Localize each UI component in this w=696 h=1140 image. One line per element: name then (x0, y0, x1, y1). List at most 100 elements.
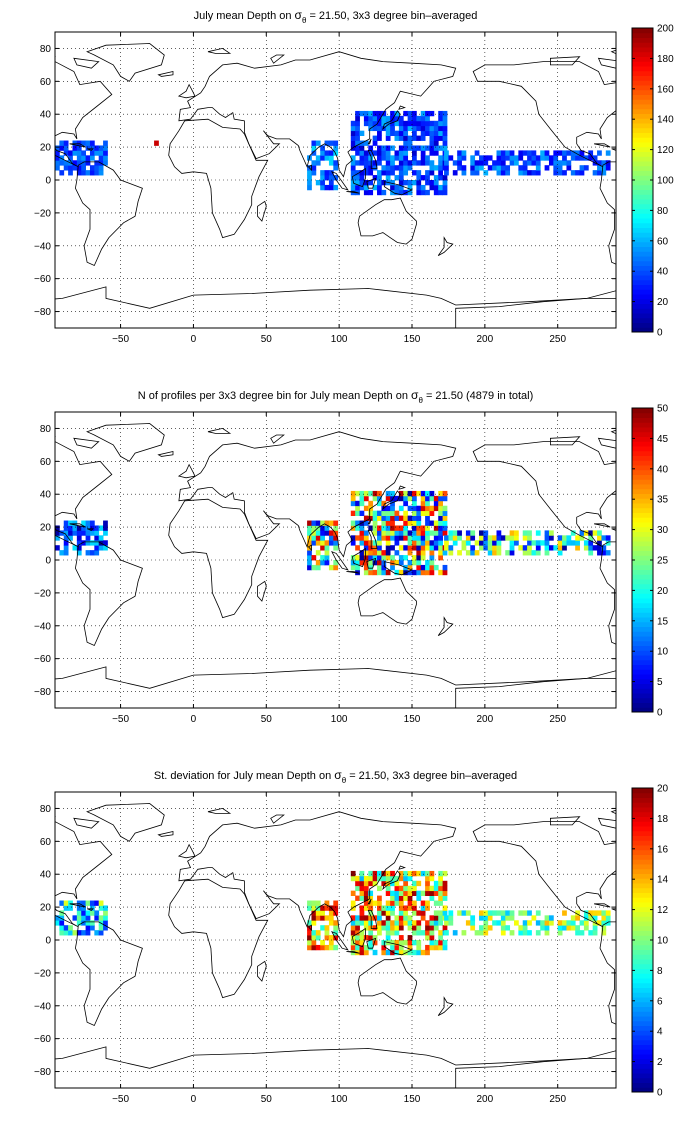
bin-cell (433, 495, 439, 502)
bin-cell (438, 184, 443, 191)
bin-cell (429, 564, 435, 571)
bin-cell (368, 905, 374, 911)
bin-cell (355, 560, 360, 566)
bin-cell (479, 930, 484, 936)
bin-cell (363, 560, 369, 566)
bin-cell (429, 555, 435, 561)
bin-cell (377, 925, 382, 931)
bin-cell (381, 170, 387, 176)
bin-cell (63, 150, 69, 156)
colorbar-swatch (632, 460, 653, 466)
coastline (73, 57, 100, 69)
bin-cell (416, 870, 422, 877)
bin-cell (363, 920, 369, 926)
bin-cell (425, 155, 430, 161)
bin-cell (333, 145, 339, 151)
bin-cell (381, 910, 387, 916)
bin-cell (407, 115, 413, 122)
coastline (472, 821, 616, 928)
bin-cell (605, 535, 611, 541)
bin-cell (442, 184, 448, 191)
bin-cell (557, 920, 563, 926)
bin-cell (425, 920, 430, 926)
bin-cell (398, 935, 404, 941)
colorbar-tick-label: 60 (657, 236, 669, 247)
bin-cell (385, 885, 391, 892)
coastline (550, 56, 581, 66)
bin-cell (68, 165, 73, 171)
bin-cell (438, 910, 443, 916)
bin-cell (483, 910, 489, 916)
coastline (455, 1050, 616, 1088)
bin-cell (544, 550, 550, 556)
bin-cell (425, 110, 430, 117)
bin-cell (385, 135, 391, 141)
coastline (270, 54, 285, 64)
coastline (367, 138, 372, 145)
bin-cell (566, 920, 572, 926)
bin-cell (59, 930, 65, 936)
colorbar-tick-label: 80 (657, 206, 669, 217)
bin-cell (479, 915, 484, 921)
bin-cell (68, 900, 73, 906)
bin-cell (412, 155, 417, 161)
bin-cell (407, 545, 413, 551)
bin-cell (562, 160, 567, 166)
coastline (383, 181, 414, 196)
bin-cell (359, 525, 365, 531)
bin-cell (385, 150, 391, 156)
bin-cell (355, 184, 360, 191)
bin-cell (579, 155, 585, 161)
colorbar-swatch (632, 892, 653, 898)
bin-cell (390, 490, 395, 497)
bin-cell (433, 885, 439, 892)
bin-cell (363, 949, 369, 956)
bin-cell (359, 944, 365, 951)
bin-cell (328, 564, 334, 571)
bin-cell (474, 930, 480, 936)
bin-cell (429, 145, 435, 151)
bin-cell (368, 550, 374, 556)
bin-cell (350, 140, 356, 146)
bin-cell (416, 135, 422, 141)
bin-cell (487, 925, 493, 931)
bin-cell (355, 875, 360, 882)
bin-cell (420, 555, 426, 561)
bin-cell (403, 940, 409, 946)
bin-cell (359, 555, 365, 561)
colorbar-swatch (632, 1035, 653, 1041)
bin-cell (398, 180, 404, 186)
bin-cell (487, 535, 493, 541)
bin-cell (390, 170, 395, 176)
bin-cell (385, 175, 391, 181)
bin-cell (94, 540, 100, 546)
colorbar-swatch (632, 878, 653, 884)
bin-cell (359, 160, 365, 166)
colorbar-swatch (632, 32, 653, 38)
bin-cell (442, 944, 448, 951)
bin-cell (381, 880, 387, 887)
bin-cell (363, 555, 369, 561)
bin-cell (492, 545, 497, 551)
bin-cell (474, 150, 480, 156)
bin-cell (363, 115, 369, 122)
bin-cell (377, 515, 382, 521)
bin-cell (412, 555, 417, 561)
bin-cell (98, 145, 104, 151)
bin-cell (333, 920, 339, 926)
bin-cell (76, 535, 82, 541)
bin-cell (381, 515, 387, 521)
bin-cell (85, 930, 91, 936)
bin-cell (377, 115, 382, 122)
bin-cell (416, 520, 422, 526)
bin-cell (452, 170, 458, 176)
bin-cell (394, 130, 400, 136)
bin-cell (403, 920, 409, 926)
colorbar-swatch (632, 707, 653, 713)
colorbar-swatch (632, 232, 653, 238)
bin-cell (420, 530, 426, 536)
bin-cell (412, 925, 417, 931)
bin-cell (398, 135, 404, 141)
bin-cell (368, 920, 374, 926)
bin-cell (448, 915, 454, 921)
